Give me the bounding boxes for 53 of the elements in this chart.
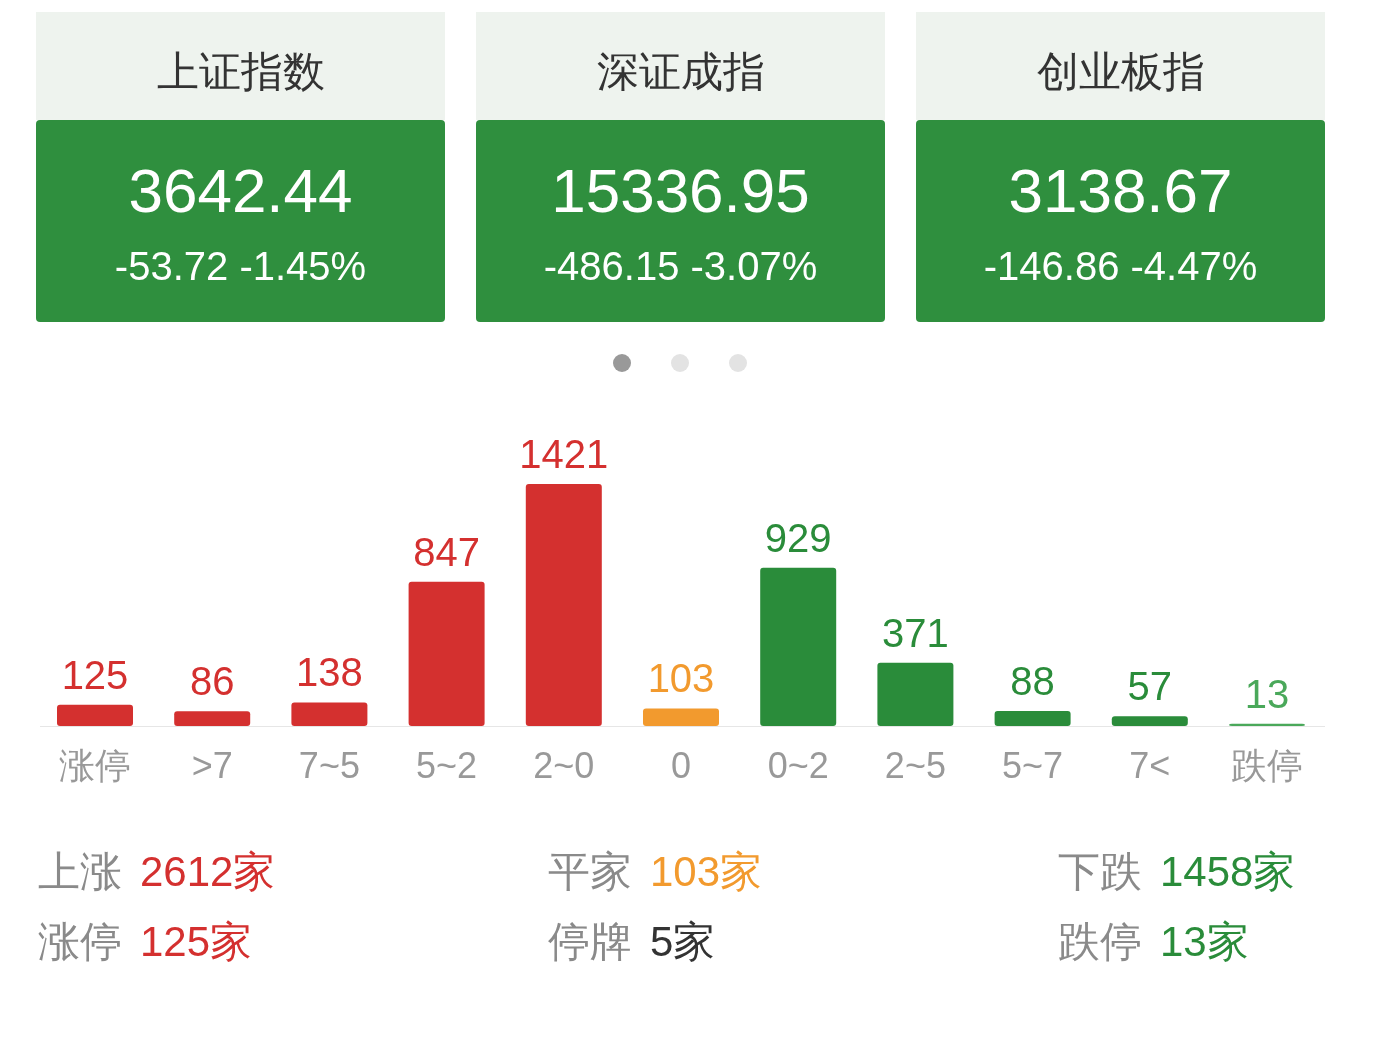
data-label: 57: [1127, 664, 1173, 709]
text: 3138.67: [1008, 156, 1233, 225]
x-tick-label: 5~2: [416, 745, 478, 786]
data-label: 125: [61, 652, 129, 697]
text: 103家: [650, 848, 763, 895]
data-label: 103: [647, 656, 715, 701]
data-label: 13: [1244, 671, 1290, 716]
text: -53.72 -1.45%: [114, 244, 367, 288]
bar: [174, 711, 251, 726]
text: 平家: [548, 848, 632, 895]
x-tick-label: 涨停: [59, 745, 131, 786]
x-tick-label: >7: [191, 745, 233, 786]
data-label: 88: [1010, 659, 1055, 704]
x-tick-label: 0: [670, 745, 692, 786]
x-tick-label: 5~7: [1002, 745, 1064, 786]
bar: [877, 662, 954, 726]
text: 13家: [1160, 918, 1249, 965]
text: 上涨: [38, 848, 122, 895]
text: 深证成指: [596, 48, 765, 95]
bar: [760, 567, 837, 726]
bar: [525, 484, 602, 726]
x-tick-label: 2~0: [533, 745, 595, 786]
text: 上证指数: [156, 48, 325, 95]
data-label: 847: [413, 529, 480, 574]
data-label: 371: [882, 610, 949, 655]
x-tick-label: 跌停: [1231, 745, 1303, 786]
text: 5家: [650, 918, 716, 965]
x-tick-label: 7~5: [298, 745, 360, 786]
data-label: 929: [764, 515, 832, 560]
text: 下跌: [1058, 848, 1142, 895]
text: 125家: [140, 918, 253, 965]
text: -486.15 -3.07%: [543, 244, 818, 288]
text: 涨停: [38, 918, 122, 965]
text: 15336.95: [551, 156, 810, 225]
bar: [1111, 716, 1188, 726]
text: 2612家: [140, 848, 276, 895]
bar: [643, 708, 719, 726]
text: 创业板指: [1036, 48, 1205, 95]
x-tick-label: 2~5: [884, 745, 946, 786]
data-label: 1421: [519, 432, 609, 476]
text: 3642.44: [128, 156, 353, 225]
bar: [57, 704, 133, 726]
text: 1458家: [1160, 848, 1296, 895]
bar: [994, 711, 1071, 726]
bar: [408, 581, 485, 726]
data-label: 138: [296, 650, 363, 695]
data-label: 86: [189, 659, 235, 704]
bar: [291, 702, 368, 726]
text: -146.86 -4.47%: [983, 244, 1258, 288]
x-tick-label: 0~2: [767, 745, 829, 786]
text: 停牌: [548, 918, 632, 965]
text: 跌停: [1058, 918, 1142, 965]
x-tick-label: 7<: [1129, 745, 1171, 786]
